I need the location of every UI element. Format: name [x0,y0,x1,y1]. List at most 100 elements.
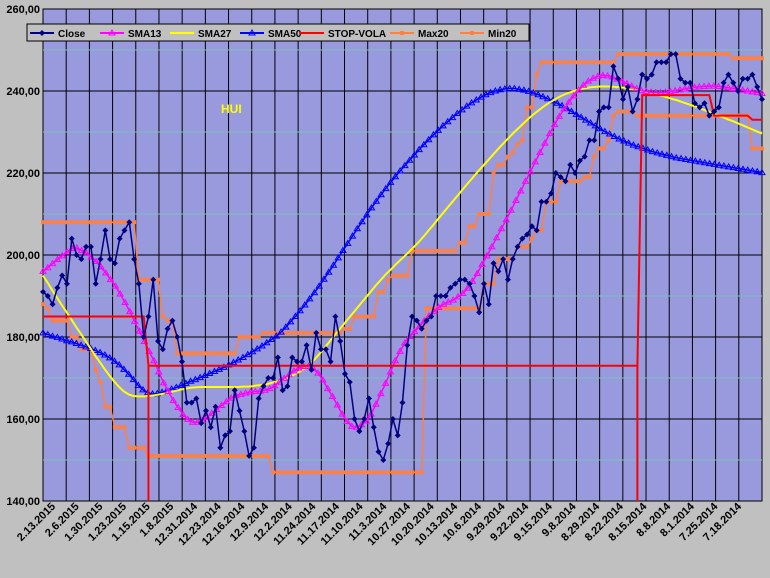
series-sma13-point [280,374,289,381]
series-close-point [126,219,133,226]
series-close-point [121,227,128,234]
series-max20-point [112,220,117,225]
series-sma50-point [367,203,376,211]
series-min20-point [299,470,304,475]
legend-label: SMA27 [198,29,232,40]
y-tick-label: 220,00 [6,168,40,180]
series-sma50-point [343,239,352,247]
series-max20-point [41,220,45,225]
series-sma50-point [77,341,85,348]
series-close-point [303,342,310,349]
series-close-point [423,317,430,324]
series-max20-point [208,351,213,356]
y-tick-label: 180,00 [6,332,40,344]
series-max20-point [534,72,539,77]
series-close-point [270,375,277,381]
series-close-point [241,428,248,435]
series-max20-point [558,60,563,65]
series-sma50-point [101,351,109,358]
series-max20-point [424,248,429,253]
series-min20-point [443,306,448,311]
series-close-point [691,100,698,107]
series-min20-point [93,367,98,372]
series-max20-point [529,105,534,110]
series-max20-point [453,248,458,253]
series-max20-point [736,56,741,61]
series-sma50-point [315,282,324,289]
series-sma13-point [618,77,626,84]
series-close-point [433,293,440,299]
series-close-point [385,440,392,447]
series-min20-point [597,146,602,151]
series-sma13-point [106,275,115,283]
series-sma13-point [53,255,62,263]
series-max20-group [41,52,764,356]
series-min20-point [688,113,693,118]
series-sma13-point [376,389,385,397]
series-close-point [739,75,746,82]
series-sma13-point [642,87,651,94]
series-sma50-point [320,275,328,282]
series-sma50-point [615,134,624,142]
series-max20-point [750,56,755,61]
series-sma13-point [333,401,342,408]
series-close-point [730,79,737,86]
series-sma13-point [700,82,708,89]
series-sma13-point [43,263,52,271]
series-sma50-point [686,156,695,163]
series-close-point [365,395,372,402]
series-close-point [471,293,478,299]
y-tick-label: 260,00 [6,4,40,16]
series-sma50-point [600,127,609,135]
series-sma50-point [567,107,576,114]
series-sma13-point [222,397,231,405]
series-sma50-point [667,152,676,160]
series-max20-point [491,171,496,175]
series-close-point [394,432,401,439]
series-sma50-point [634,142,643,150]
series-min20-point [366,470,371,475]
series-close-point [40,288,46,295]
series-sma13-point [497,224,506,232]
series-sma13-point [439,300,448,307]
series-max20-point [429,248,434,253]
series-sma13-point [314,369,322,376]
series-min20-point [381,470,386,475]
series-min20-point [573,179,578,184]
series-close-point [274,354,281,361]
series-sma50-point [543,94,552,102]
series-sma13-point [695,82,704,90]
series-sma13-point [116,289,125,297]
series-min20-point [496,257,501,262]
series-sma13-point [594,72,602,79]
series-sma50-point [124,370,133,377]
series-close-point [207,424,214,431]
series-max20-point [620,52,625,57]
series-sma13-point [516,187,525,194]
series-min20-point [568,179,573,184]
series-sma13-point [63,248,72,255]
y-tick-label: 200,00 [6,250,40,262]
series-max20-point [659,52,664,57]
series-sma50-point [743,166,752,173]
series-max20-point [448,248,453,253]
series-min20-point [55,318,60,323]
series-sma13-point [246,387,255,395]
series-max20-point [237,335,242,339]
series-max20-point [88,220,93,225]
series-close-point [605,104,612,111]
series-sma50-point [81,342,90,350]
series-sma50-point [39,328,47,336]
series-close-point [356,428,363,435]
series-close-point [509,256,516,263]
series-sma50-point [572,110,581,117]
series-sma13-point [92,257,100,265]
series-sma50-point [67,337,76,345]
series-min20-point [165,453,170,458]
series-close-point [337,338,344,345]
y-tick-label: 240,00 [6,86,40,98]
series-sma13-point [251,387,260,395]
series-sma50-point [53,333,62,340]
series-sma50-point [420,140,428,148]
series-max20-point [496,162,501,167]
